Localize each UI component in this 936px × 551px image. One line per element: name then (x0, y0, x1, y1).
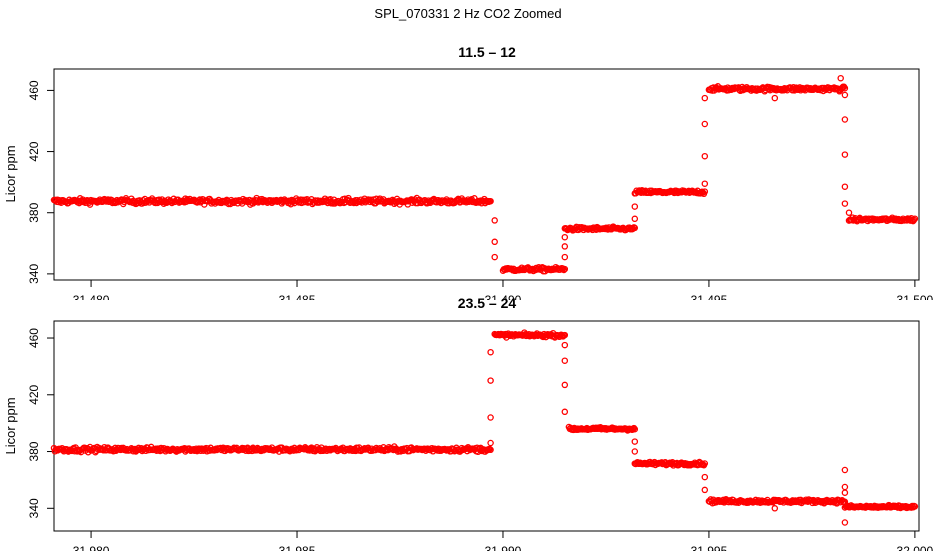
data-point (630, 424, 638, 432)
data-point (631, 203, 639, 210)
data-point (841, 519, 849, 526)
x-tick-label: 31.495 (691, 293, 728, 300)
x-tick-label: 31.990 (485, 544, 522, 551)
y-tick-label: 340 (27, 264, 41, 284)
data-point (561, 331, 569, 339)
x-tick-label: 31.480 (73, 293, 110, 300)
data-point (487, 197, 494, 205)
chart-panel-bottom: 23.5 – 24 Licor ppm 31.980 31.985 31.990 31… (3, 295, 934, 551)
y-tick-label: 420 (27, 384, 41, 404)
data-point (631, 438, 639, 445)
y-axis: 340 380 420 460 (27, 328, 54, 518)
y-tick-label: 340 (27, 498, 41, 518)
y-tick-label: 380 (27, 441, 41, 461)
x-axis: 31.480 31.485 31.490 31.495 31.500 (73, 280, 934, 300)
y-tick-label: 460 (27, 80, 41, 100)
x-tick-label: 31.995 (691, 544, 728, 551)
data-point (561, 357, 569, 364)
data-point (487, 348, 494, 356)
data-point (701, 152, 709, 160)
data-point (487, 414, 494, 421)
data-point (911, 503, 919, 510)
data-point (487, 377, 494, 384)
y-tick-label: 420 (27, 141, 41, 161)
plot-frame (53, 320, 920, 532)
data-point (911, 215, 919, 222)
chart-panel-top: 11.5 – 12 Licor ppm 31.480 31.485 31.490 31… (3, 44, 934, 300)
x-tick-label: 31.500 (897, 293, 934, 300)
data-point (701, 188, 709, 195)
x-axis: 31.980 31.985 31.990 31.995 32.000 (73, 531, 934, 551)
data-point (701, 180, 709, 187)
data-point (561, 341, 569, 349)
y-tick-label: 380 (27, 202, 41, 222)
data-point (486, 445, 493, 453)
chart-title: 11.5 – 12 (458, 44, 516, 60)
y-axis-label: Licor ppm (3, 397, 18, 454)
data-point (561, 265, 569, 273)
data-point (845, 209, 853, 216)
data-point (841, 91, 849, 99)
data-point (491, 217, 498, 224)
x-tick-label: 31.980 (73, 544, 110, 551)
data-point (560, 266, 568, 274)
data-point (487, 439, 494, 447)
data-point (491, 238, 498, 246)
data-point (561, 243, 569, 250)
data-point (561, 233, 569, 241)
data-point (771, 94, 779, 102)
data-point (841, 200, 849, 207)
data-point (701, 460, 709, 467)
x-tick-label: 31.985 (279, 544, 316, 551)
data-point (841, 116, 849, 123)
y-axis: 340 380 420 460 (27, 80, 54, 284)
data-point (701, 94, 709, 102)
data-point (561, 381, 569, 389)
data-point (631, 448, 639, 455)
data-point (701, 120, 709, 128)
data-point (631, 215, 639, 223)
data-point (841, 183, 849, 190)
y-axis-label: Licor ppm (3, 145, 18, 202)
data-point (841, 84, 849, 92)
data-point (841, 483, 849, 491)
data-point (561, 408, 569, 416)
data-point (631, 224, 639, 232)
plot-frame (53, 68, 920, 281)
data-point (491, 253, 498, 261)
data-point (701, 473, 709, 481)
data-point (841, 489, 849, 496)
x-tick-label: 31.485 (279, 293, 316, 300)
page-title: SPL_070331 2 Hz CO2 Zoomed (374, 6, 562, 21)
data-point (841, 466, 849, 474)
y-tick-label: 460 (27, 328, 41, 348)
chart-title: 23.5 – 24 (458, 295, 517, 311)
data-points (50, 329, 919, 526)
x-tick-label: 31.490 (485, 293, 522, 300)
data-point (487, 446, 494, 454)
data-point (631, 425, 639, 433)
x-tick-label: 32.000 (897, 544, 934, 551)
data-point (561, 253, 569, 261)
data-point (701, 486, 709, 494)
data-points (50, 74, 919, 275)
data-point (771, 505, 779, 512)
data-point (841, 151, 849, 158)
data-point (837, 74, 844, 82)
